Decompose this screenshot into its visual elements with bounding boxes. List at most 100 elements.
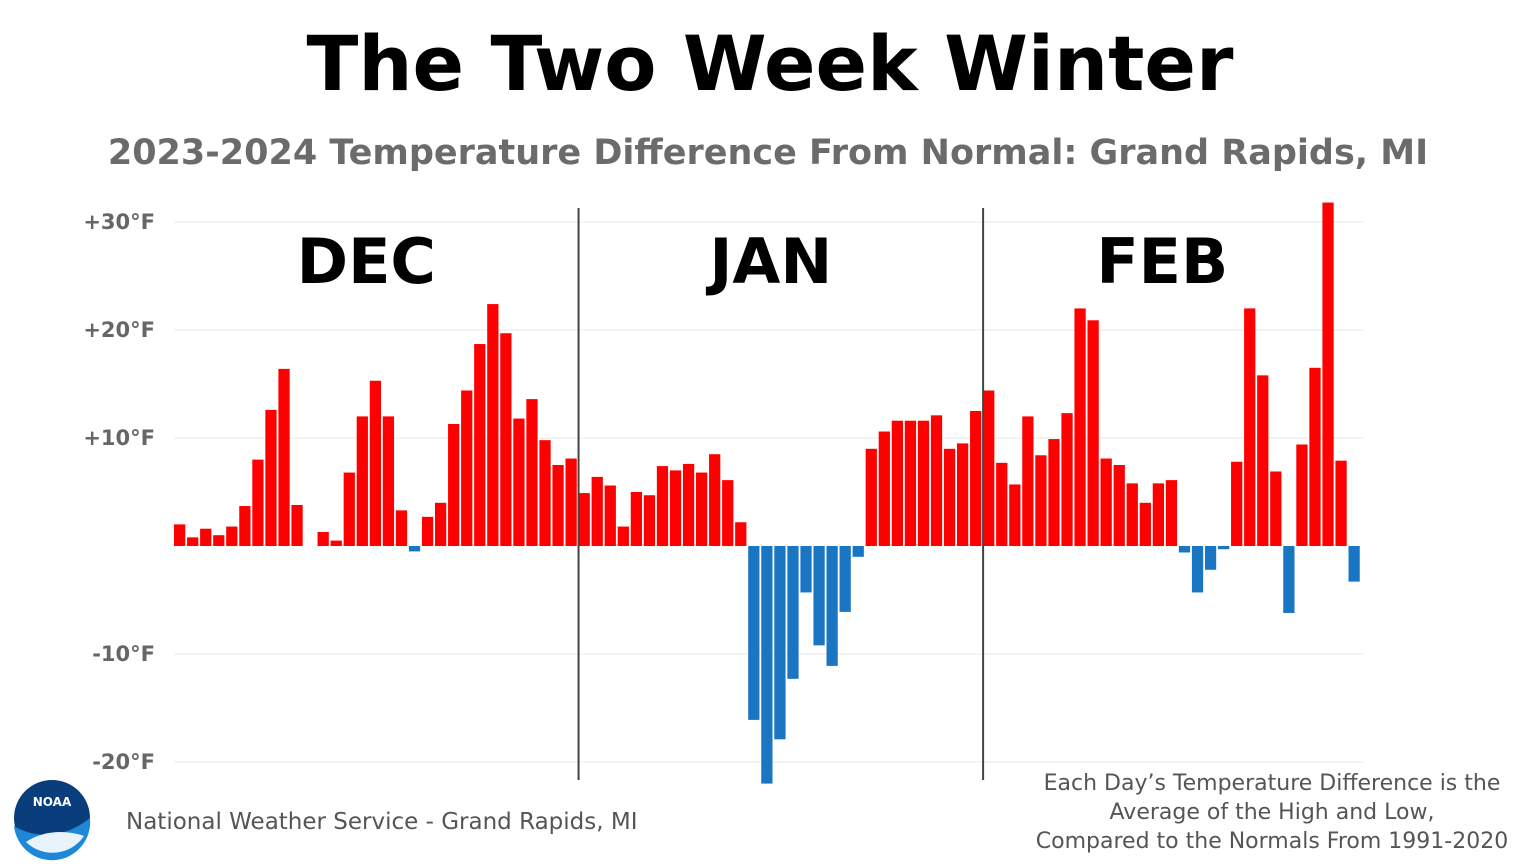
bar-day-71: [1087, 320, 1099, 546]
bars: [174, 202, 1360, 784]
bar-day-36: [630, 492, 642, 546]
bar-day-10: [291, 504, 303, 546]
bar-day-31: [565, 458, 577, 546]
y-tick-label: -10°F: [92, 642, 155, 666]
bar-day-5: [226, 526, 238, 546]
y-axis-tick-labels: +30°F +20°F +10°F -10°F -20°F: [83, 210, 155, 774]
bar-day-49: [800, 546, 812, 593]
bar-day-13: [330, 540, 342, 546]
bar-day-58: [917, 420, 930, 546]
bar-day-86: [1283, 546, 1295, 613]
y-tick-label: -20°F: [92, 750, 155, 774]
bar-day-81: [1218, 546, 1230, 550]
bar-day-85: [1270, 471, 1282, 546]
bar-day-38: [656, 466, 669, 546]
bar-day-3: [200, 528, 212, 546]
bar-day-32: [578, 493, 590, 546]
bar-day-23: [461, 390, 473, 546]
bar-day-14: [343, 472, 355, 546]
y-tick-label: +30°F: [83, 210, 155, 234]
month-labels: DEC JAN FEB: [297, 225, 1229, 298]
bar-day-12: [317, 531, 329, 546]
bar-day-34: [604, 485, 616, 546]
bar-day-91: [1348, 546, 1360, 582]
bar-day-48: [787, 546, 799, 679]
bar-day-46: [761, 546, 773, 784]
bar-day-67: [1035, 455, 1047, 546]
logo-text: NOAA: [33, 795, 72, 809]
bar-day-59: [930, 415, 943, 546]
footer-note-line-2: Average of the High and Low,: [1110, 800, 1435, 825]
bar-day-33: [591, 476, 603, 546]
chart-subtitle: 2023-2024 Temperature Difference From No…: [108, 133, 1428, 173]
bar-day-65: [1009, 484, 1021, 546]
bar-day-47: [774, 546, 786, 740]
bar-day-83: [1244, 308, 1256, 546]
bar-day-69: [1061, 413, 1073, 546]
bar-day-27: [513, 418, 525, 546]
bar-day-62: [970, 411, 982, 546]
bar-day-41: [696, 472, 708, 546]
bar-day-51: [826, 546, 838, 666]
bar-day-82: [1231, 461, 1243, 546]
bar-day-9: [278, 368, 290, 546]
month-label-feb: FEB: [1096, 225, 1228, 298]
bar-day-7: [252, 459, 264, 546]
bar-day-30: [552, 465, 564, 546]
bar-day-56: [891, 420, 903, 546]
bar-day-19: [408, 546, 421, 552]
footer-note-line-1: Each Day’s Temperature Difference is the: [1044, 771, 1501, 796]
bar-day-44: [735, 522, 747, 546]
bar-day-35: [617, 526, 629, 546]
bar-day-50: [813, 546, 825, 646]
footer-credit: National Weather Service - Grand Rapids,…: [126, 809, 637, 835]
bar-day-78: [1178, 546, 1191, 553]
bar-day-63: [983, 390, 995, 546]
bar-day-73: [1113, 465, 1125, 546]
bar-day-28: [526, 399, 538, 546]
bar-day-45: [748, 546, 760, 720]
bar-day-68: [1048, 439, 1060, 546]
bar-day-54: [865, 448, 877, 546]
month-label-dec: DEC: [297, 225, 436, 298]
bar-day-8: [265, 409, 277, 546]
bar-day-53: [852, 546, 864, 557]
bar-day-57: [904, 420, 917, 546]
bar-day-42: [709, 454, 721, 546]
bar-day-60: [943, 448, 956, 546]
bar-day-39: [669, 470, 682, 546]
bar-day-20: [421, 516, 434, 546]
bar-day-40: [682, 463, 695, 546]
bar-day-72: [1100, 458, 1112, 546]
bar-day-84: [1257, 375, 1269, 546]
bar-day-17: [382, 416, 395, 546]
bar-day-87: [1296, 444, 1308, 546]
bar-day-15: [356, 416, 368, 546]
noaa-logo-icon: NOAA: [14, 780, 91, 861]
bar-day-89: [1322, 202, 1334, 546]
bar-day-6: [239, 506, 251, 546]
bar-day-21: [435, 502, 447, 546]
bar-day-74: [1126, 483, 1138, 546]
month-dividers: [577, 208, 985, 780]
y-tick-label: +10°F: [83, 426, 155, 450]
bar-day-77: [1165, 480, 1178, 546]
bar-day-88: [1309, 367, 1321, 546]
bar-day-80: [1204, 546, 1217, 570]
bar-day-76: [1152, 483, 1164, 546]
bar-day-70: [1074, 308, 1086, 546]
bar-day-66: [1022, 416, 1034, 546]
bar-day-26: [500, 333, 512, 546]
bar-day-52: [839, 546, 851, 612]
bar-day-79: [1191, 546, 1204, 593]
bar-day-75: [1139, 502, 1151, 546]
y-tick-label: +20°F: [83, 318, 155, 342]
month-label-jan: JAN: [705, 225, 832, 298]
bar-day-4: [213, 535, 225, 546]
bar-day-24: [474, 344, 486, 546]
bar-day-64: [996, 462, 1008, 546]
bar-day-25: [487, 304, 499, 546]
bar-day-37: [643, 495, 656, 546]
chart-title: The Two Week Winter: [307, 19, 1234, 108]
